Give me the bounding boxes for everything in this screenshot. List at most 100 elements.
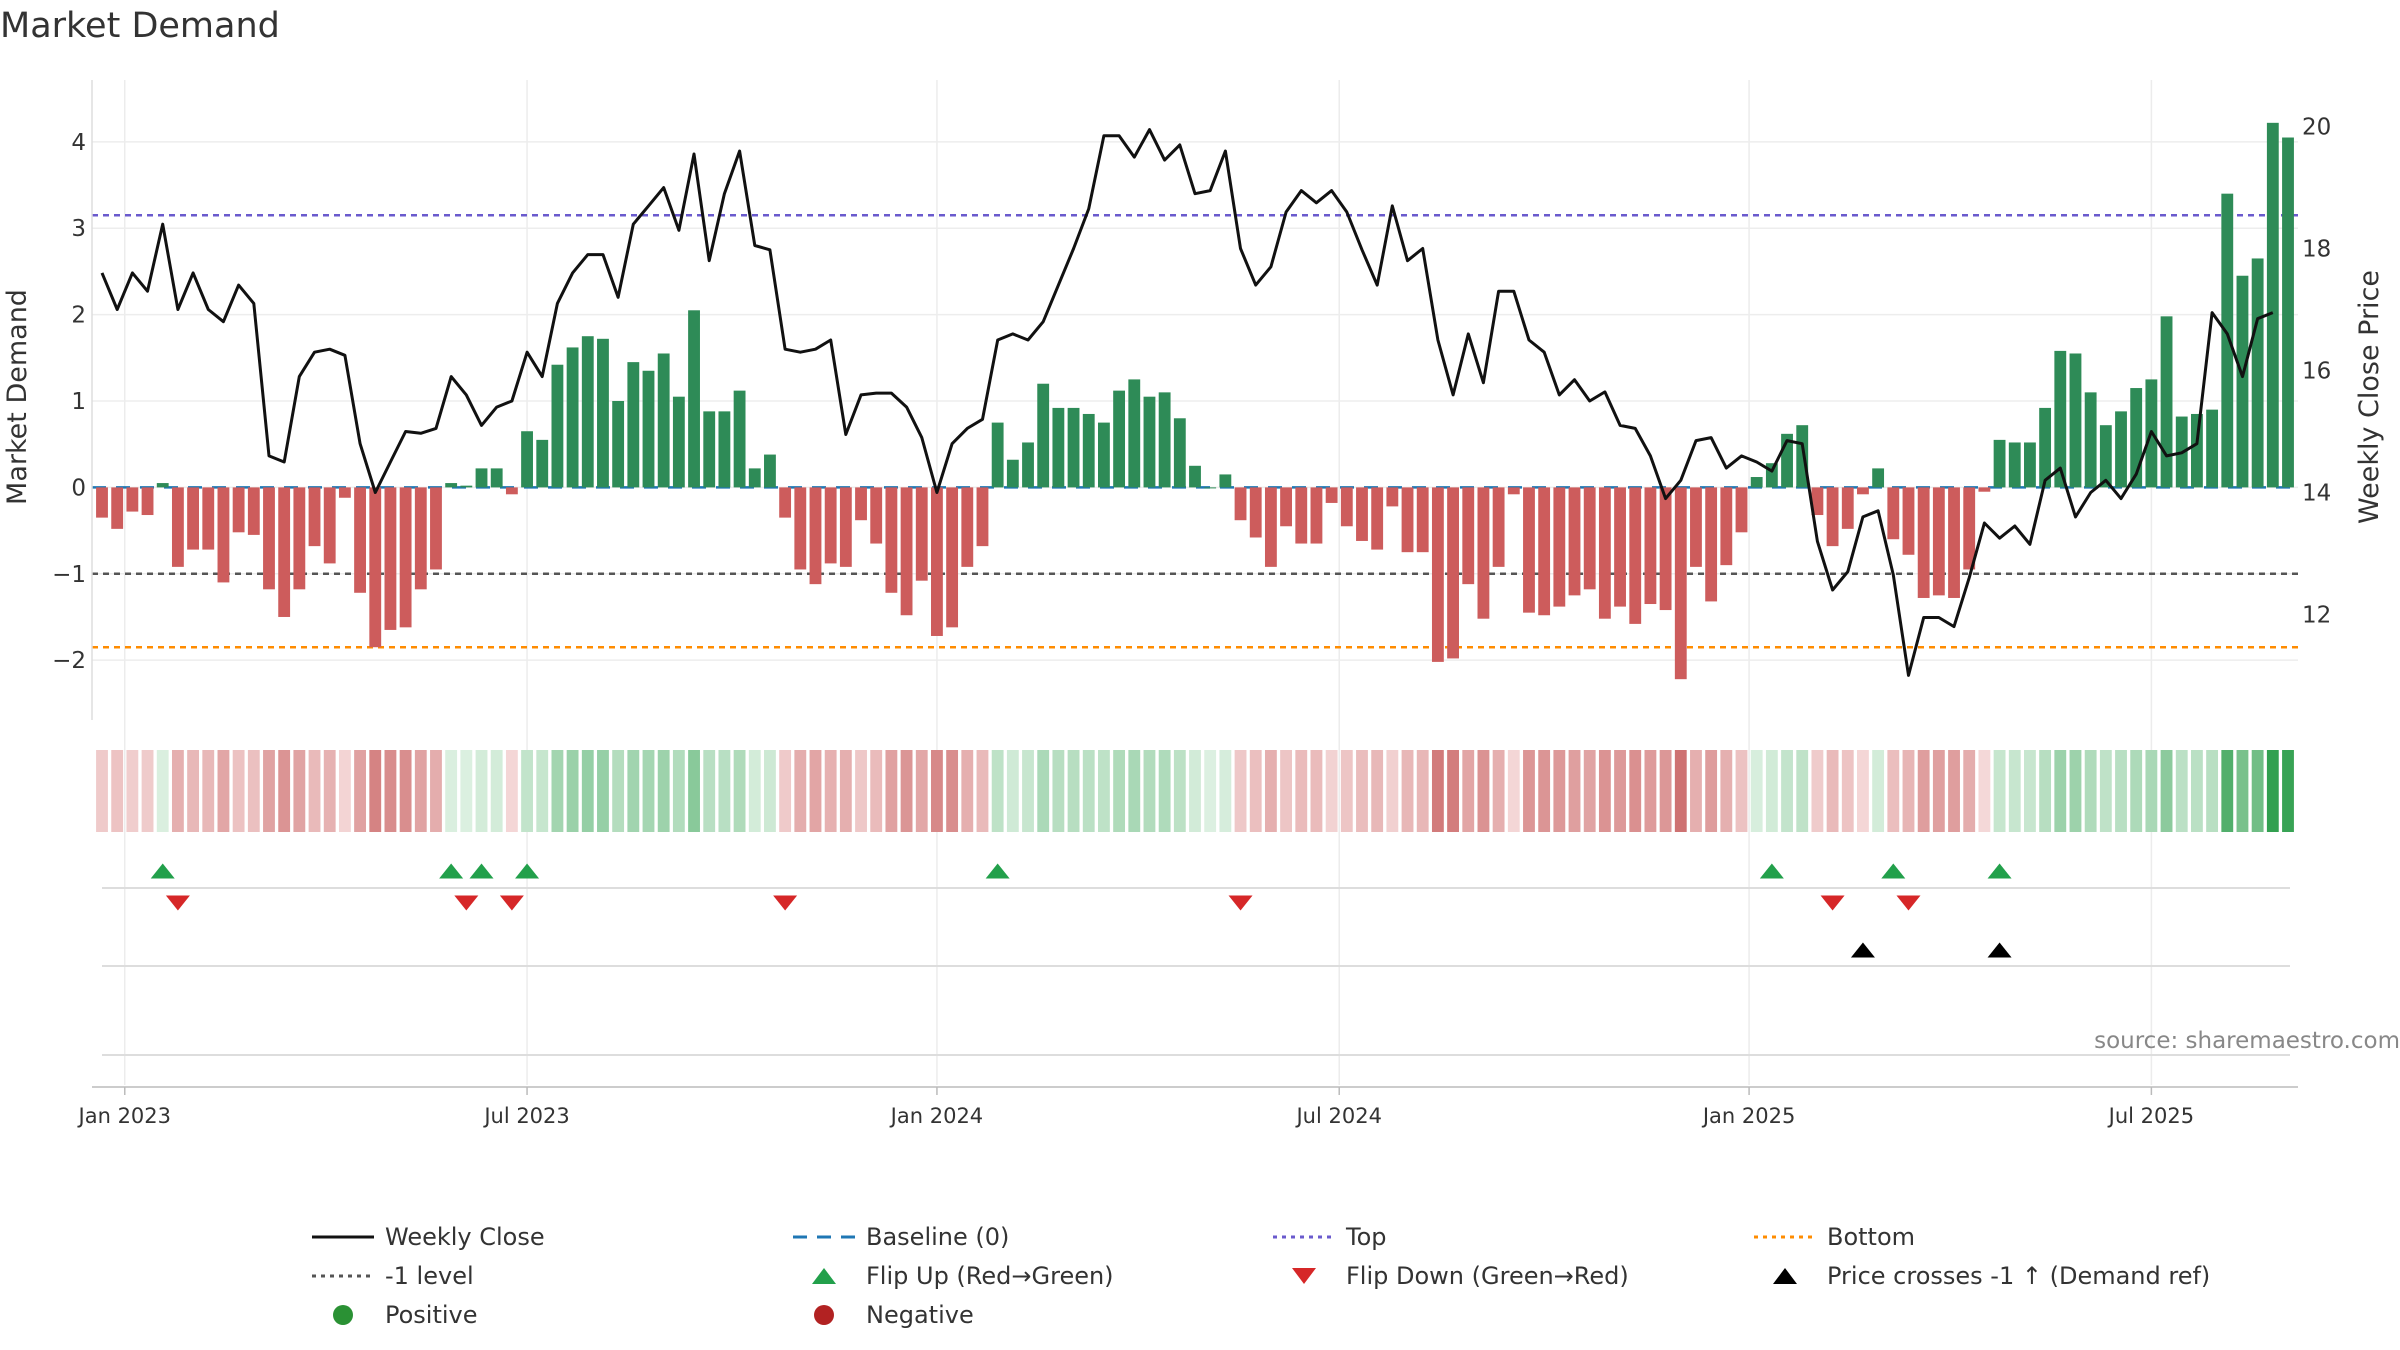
- demand-bar: [369, 487, 382, 648]
- heat-cell: [293, 750, 306, 832]
- demand-bar: [657, 353, 670, 488]
- y-tick-label: 3: [71, 216, 86, 242]
- demand-bar: [202, 487, 215, 550]
- flip-down-marker: [1896, 895, 1921, 911]
- heat-cell: [536, 750, 549, 832]
- heat-cell: [2130, 750, 2143, 832]
- demand-bar: [1674, 487, 1687, 680]
- heat-cell: [1371, 750, 1384, 832]
- demand-bar: [870, 487, 883, 544]
- heat-cell: [946, 750, 959, 832]
- legend-swatch: [812, 1268, 836, 1284]
- demand-bar: [1416, 487, 1429, 553]
- demand-bar: [2190, 413, 2203, 488]
- demand-bar: [414, 487, 427, 590]
- heat-cell: [1113, 750, 1126, 832]
- flip-up-marker: [1987, 863, 2012, 879]
- x-tick-label: Jul 2023: [482, 1104, 569, 1128]
- demand-bar: [2206, 409, 2219, 488]
- demand-bar: [1796, 425, 1809, 488]
- axes: 4 3 2 1 0 −1 −2 20 18 16 14 12 Jan 2023 Jul 2023 Jan 2…: [52, 80, 2331, 1128]
- demand-bar: [1932, 487, 1945, 596]
- heat-cell: [460, 750, 473, 832]
- heat-cell: [2221, 750, 2234, 832]
- demand-bar: [946, 487, 959, 628]
- heat-cell: [475, 750, 488, 832]
- demand-bar: [855, 487, 867, 521]
- heat-cell: [1219, 750, 1232, 832]
- heat-cell: [1022, 750, 1034, 832]
- price-cross-marker: [1987, 942, 2012, 958]
- demand-bar: [748, 468, 761, 488]
- demand-bar: [688, 310, 700, 488]
- heat-cell: [1765, 750, 1778, 832]
- flip-down-marker: [165, 895, 190, 911]
- demand-bar: [2130, 388, 2143, 488]
- demand-bar: [703, 411, 716, 488]
- demand-bar: [779, 487, 792, 518]
- heat-cell: [247, 750, 260, 832]
- heat-cell: [1325, 750, 1338, 832]
- heat-cell: [202, 750, 215, 832]
- demand-bar: [1690, 487, 1702, 567]
- heat-cell: [1416, 750, 1429, 832]
- y-axis-label: Market Demand: [2, 289, 33, 505]
- heat-cell: [657, 750, 670, 832]
- demand-bar: [247, 487, 260, 535]
- heat-cell: [2054, 750, 2067, 832]
- flip-up-marker: [150, 863, 175, 879]
- heat-cell: [338, 750, 351, 832]
- heat-cell: [2039, 750, 2052, 832]
- heat-cell: [1189, 750, 1201, 832]
- demand-bar: [1857, 487, 1869, 495]
- heat-cell: [384, 750, 397, 832]
- heat-cell: [1598, 750, 1611, 832]
- flip-up-marker: [1881, 863, 1906, 879]
- heat-cell: [232, 750, 245, 832]
- x-tick-label: Jul 2024: [1294, 1104, 1381, 1128]
- heat-cell: [900, 750, 913, 832]
- heat-cell: [505, 750, 518, 832]
- heat-cell: [733, 750, 746, 832]
- demand-bar: [217, 487, 230, 583]
- heat-cell: [2251, 750, 2264, 832]
- heat-cell: [1690, 750, 1702, 832]
- demand-bar: [961, 487, 974, 567]
- heat-cell: [581, 750, 594, 832]
- legend-label: Flip Up (Red→Green): [866, 1262, 1114, 1290]
- demand-bar: [1978, 487, 1991, 492]
- heat-cell: [1173, 750, 1186, 832]
- demand-bar: [1948, 487, 1960, 598]
- heat-cell: [1143, 750, 1156, 832]
- demand-bar: [1553, 487, 1566, 607]
- heat-cell: [96, 750, 108, 832]
- heat-cell: [2236, 750, 2249, 832]
- heat-cell: [748, 750, 761, 832]
- heat-cell: [915, 750, 928, 832]
- heat-cell: [2024, 750, 2036, 832]
- y2-tick-label: 18: [2302, 237, 2331, 263]
- y-tick-label: 0: [71, 475, 86, 501]
- demand-bar: [733, 390, 746, 488]
- heat-cell: [1993, 750, 2006, 832]
- heat-cell: [1386, 750, 1399, 832]
- demand-bar: [278, 487, 291, 617]
- reference-lines: [92, 214, 2298, 649]
- demand-bar: [1523, 487, 1535, 613]
- demand-bar: [1219, 474, 1232, 488]
- heat-cell: [1857, 750, 1869, 832]
- heat-cell: [1674, 750, 1687, 832]
- flip-up-marker: [515, 863, 540, 879]
- demand-bar: [2084, 392, 2097, 488]
- demand-bar: [581, 336, 594, 488]
- heat-cell: [1097, 750, 1110, 832]
- demand-bar: [1720, 487, 1733, 566]
- legend-label: Negative: [866, 1301, 974, 1329]
- y-tick-label: −2: [52, 648, 86, 674]
- demand-bar: [384, 487, 397, 630]
- demand-bar: [1614, 487, 1626, 607]
- heat-cell: [779, 750, 792, 832]
- demand-bar: [1644, 487, 1657, 605]
- heat-cell: [217, 750, 230, 832]
- y2-tick-label: 16: [2302, 359, 2331, 385]
